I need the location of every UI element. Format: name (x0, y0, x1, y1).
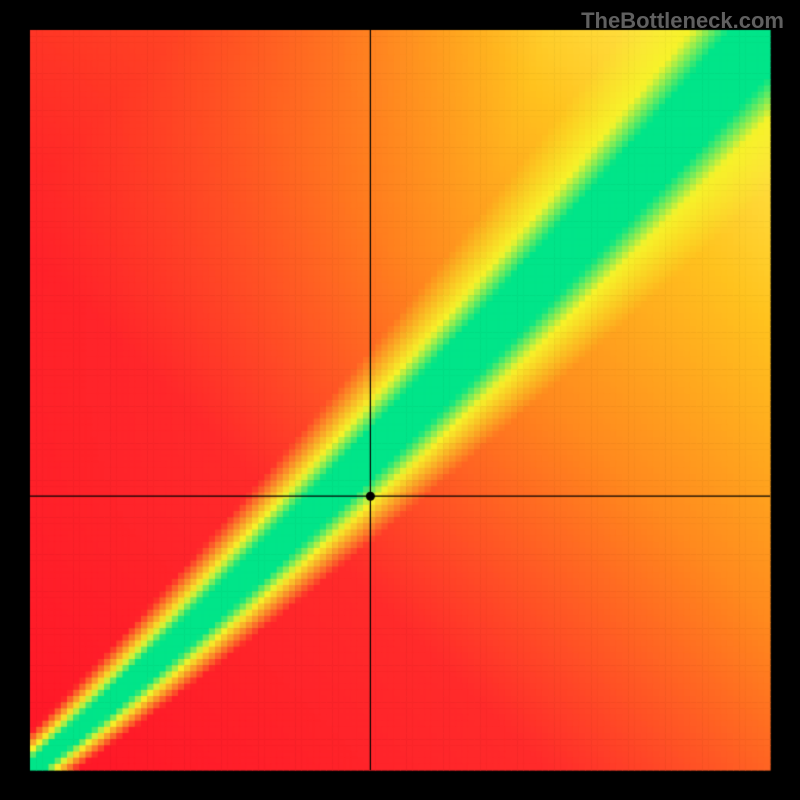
chart-container: TheBottleneck.com (0, 0, 800, 800)
watermark-text: TheBottleneck.com (581, 8, 784, 34)
bottleneck-heatmap (0, 0, 800, 800)
